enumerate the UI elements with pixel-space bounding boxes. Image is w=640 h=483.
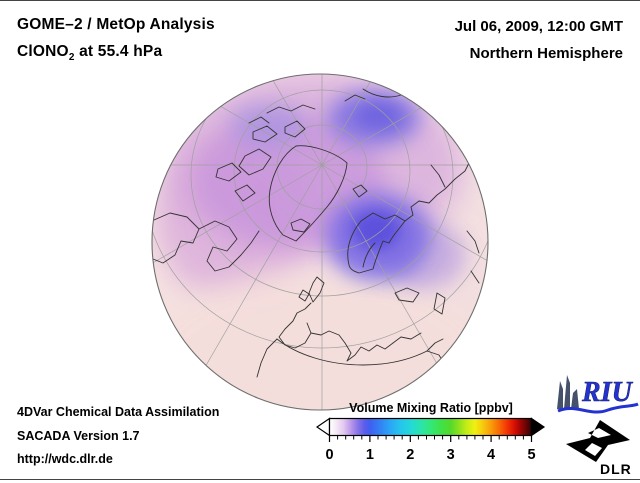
frame-line-top (0, 0, 640, 1)
hemisphere-label: Northern Hemisphere (469, 45, 623, 62)
tick-label-2: 2 (406, 447, 414, 463)
species-level-title: ClONO2 at 55.4 hPa (17, 43, 163, 64)
riu-logo: RIU (554, 371, 640, 422)
datetime-block: Jul 06, 2009, 12:00 GMT Northern Hemisph… (455, 13, 623, 67)
colorbar-title: Volume Mixing Ratio [ppbv] (349, 401, 513, 415)
tick-label-0: 0 (325, 447, 333, 463)
colorbar-svg: 0 1 2 3 4 5 (315, 417, 546, 463)
globe-limb (151, 73, 489, 411)
dlr-wordmark: DLR (600, 461, 632, 477)
data-url: http://wdc.dlr.de (17, 452, 113, 466)
colorbar-minor-ticks (337, 436, 524, 440)
colorbar-right-arrow-icon (530, 417, 546, 437)
colorbar-gradient (328, 417, 533, 437)
tick-label-3: 3 (447, 447, 455, 463)
dlr-logo-svg: DLR (566, 420, 632, 477)
analysis-datetime: Jul 06, 2009, 12:00 GMT (454, 18, 623, 35)
cathedral-icon (557, 375, 579, 409)
title-block: GOME–2 / MetOp Analysis ClONO2 at 55.4 h… (17, 11, 215, 71)
tick-label-5: 5 (527, 447, 535, 463)
coastlines (152, 88, 480, 382)
tick-label-4: 4 (487, 447, 495, 463)
method-label: 4DVar Chemical Data Assimilation (17, 405, 220, 419)
river-wave-icon (557, 402, 639, 414)
globe-svg (151, 73, 489, 411)
globe-map (150, 72, 490, 412)
dlr-logo: DLR (564, 420, 638, 483)
riu-logo-svg: RIU (557, 375, 639, 414)
colorbar: 0 1 2 3 4 5 (315, 417, 546, 470)
credits-block: 4DVar Chemical Data Assimilation SACADA … (17, 401, 219, 472)
colorbar-left-arrow-icon (315, 417, 331, 437)
colorbar-major-ticks (328, 436, 533, 442)
analysis-title: GOME–2 / MetOp Analysis (17, 16, 215, 33)
tick-label-1: 1 (366, 447, 374, 463)
version-label: SACADA Version 1.7 (17, 428, 140, 443)
graticule (152, 74, 488, 410)
riu-wordmark: RIU (581, 377, 634, 408)
dlr-star-icon (566, 420, 630, 462)
